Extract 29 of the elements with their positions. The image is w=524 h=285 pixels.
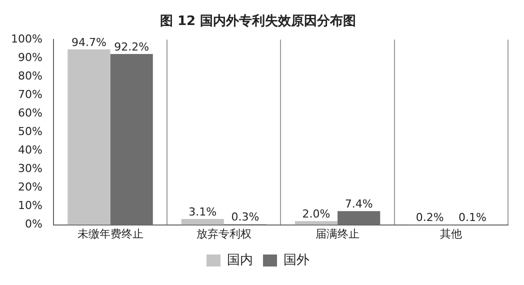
data-label: 0.1% <box>458 210 486 224</box>
y-tick-label: 60% <box>18 106 42 120</box>
y-tick-label: 20% <box>18 180 42 194</box>
y-tick-label: 10% <box>18 199 42 212</box>
x-tick-label: 放弃专利权 <box>196 227 252 240</box>
data-label: 0.2% <box>416 210 444 224</box>
y-tick-label: 80% <box>18 70 42 82</box>
y-tick-label: 90% <box>18 50 42 64</box>
data-label: 0.3% <box>231 210 260 224</box>
y-tick-label: 30% <box>18 162 42 176</box>
y-tick-label: 100% <box>10 32 42 46</box>
data-label: 94.7% <box>71 36 106 49</box>
legend-label: 国外 <box>284 252 310 268</box>
legend-label: 国内 <box>227 252 253 268</box>
data-label: 92.2% <box>114 40 150 54</box>
y-tick-label: 40% <box>18 144 42 157</box>
chart-title: 图 12 国内外专利失效原因分布图 <box>160 13 356 30</box>
y-tick-label: 0% <box>24 218 42 231</box>
bar <box>181 219 224 225</box>
y-tick-label: 70% <box>18 88 42 102</box>
data-label: 3.1% <box>188 205 217 218</box>
data-label: 2.0% <box>302 207 330 220</box>
bar <box>294 221 338 225</box>
data-label: 7.4% <box>344 197 373 210</box>
x-tick-label: 其他 <box>440 227 462 240</box>
y-tick-label: 50% <box>18 125 42 138</box>
bar <box>68 49 110 225</box>
x-tick-label: 届满终止 <box>316 227 360 240</box>
x-tick-label: 未缴年费终止 <box>77 227 144 240</box>
